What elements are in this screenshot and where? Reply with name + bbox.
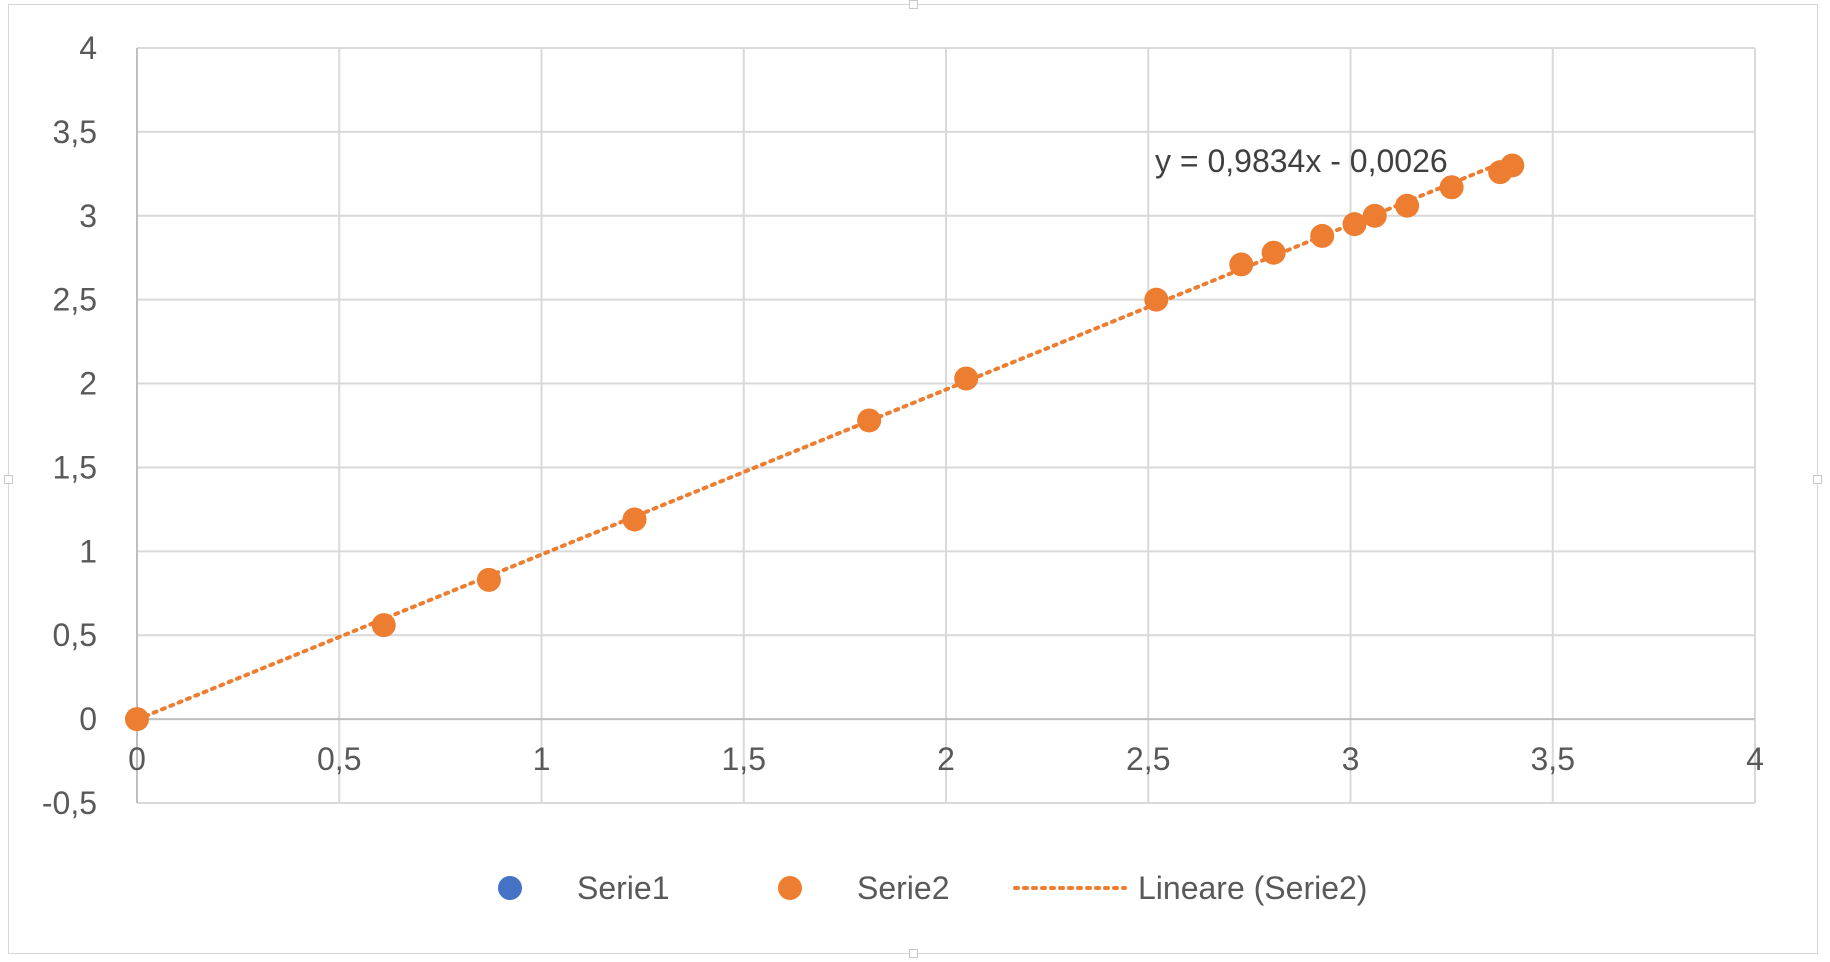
resize-handle-right[interactable] bbox=[1813, 475, 1822, 484]
y-tick-label: 3,5 bbox=[53, 114, 97, 150]
y-axis-tick-labels: -0,5 0 0,5 1 1,5 2 2,5 3 3,5 4 bbox=[42, 30, 97, 821]
x-tick-label: 1,5 bbox=[722, 741, 766, 777]
resize-handle-top[interactable] bbox=[909, 0, 918, 9]
data-point bbox=[371, 613, 396, 638]
data-point bbox=[1439, 175, 1464, 200]
trendline-equation: y = 0,9834x - 0,0026 bbox=[1155, 143, 1448, 179]
data-point bbox=[1500, 153, 1525, 178]
y-tick-label: 1 bbox=[79, 533, 97, 569]
data-point bbox=[1144, 287, 1169, 312]
legend: Serie1 Serie2 Lineare (Serie2) bbox=[498, 870, 1367, 906]
data-point bbox=[1310, 223, 1335, 248]
legend-marker-serie1 bbox=[498, 876, 522, 900]
data-point bbox=[1261, 240, 1286, 265]
x-tick-label: 3 bbox=[1342, 741, 1360, 777]
legend-label-trendline: Lineare (Serie2) bbox=[1138, 870, 1367, 906]
x-tick-label: 2,5 bbox=[1126, 741, 1170, 777]
x-tick-label: 4 bbox=[1746, 741, 1764, 777]
data-point bbox=[1229, 252, 1254, 277]
y-tick-label: 3 bbox=[79, 198, 97, 234]
data-point bbox=[622, 507, 647, 532]
y-tick-label: 2 bbox=[79, 366, 97, 402]
x-tick-label: 1 bbox=[533, 741, 551, 777]
legend-label-serie1: Serie1 bbox=[577, 870, 670, 906]
y-tick-label: 0 bbox=[79, 701, 97, 737]
x-axis-tick-labels: 0 0,5 1 1,5 2 2,5 3 3,5 4 bbox=[128, 741, 1764, 777]
x-tick-label: 3,5 bbox=[1531, 741, 1575, 777]
y-tick-label: 1,5 bbox=[53, 449, 97, 485]
legend-marker-serie2 bbox=[778, 876, 802, 900]
data-point bbox=[1362, 203, 1387, 228]
data-point bbox=[476, 567, 501, 592]
x-tick-label: 2 bbox=[937, 741, 955, 777]
legend-label-serie2: Serie2 bbox=[857, 870, 950, 906]
data-point bbox=[954, 366, 979, 391]
x-tick-label: 0 bbox=[128, 741, 146, 777]
data-point bbox=[1395, 193, 1420, 218]
data-point bbox=[125, 707, 149, 732]
y-tick-label: -0,5 bbox=[42, 785, 97, 821]
data-point bbox=[1342, 212, 1367, 237]
resize-handle-bottom[interactable] bbox=[909, 949, 918, 958]
y-tick-label: 2,5 bbox=[53, 282, 97, 318]
y-tick-label: 0,5 bbox=[53, 617, 97, 653]
axes bbox=[136, 48, 1755, 803]
x-tick-label: 0,5 bbox=[317, 741, 361, 777]
data-point bbox=[857, 408, 882, 433]
y-tick-label: 4 bbox=[79, 30, 97, 66]
data-points bbox=[125, 153, 1525, 732]
resize-handle-left[interactable] bbox=[4, 475, 13, 484]
